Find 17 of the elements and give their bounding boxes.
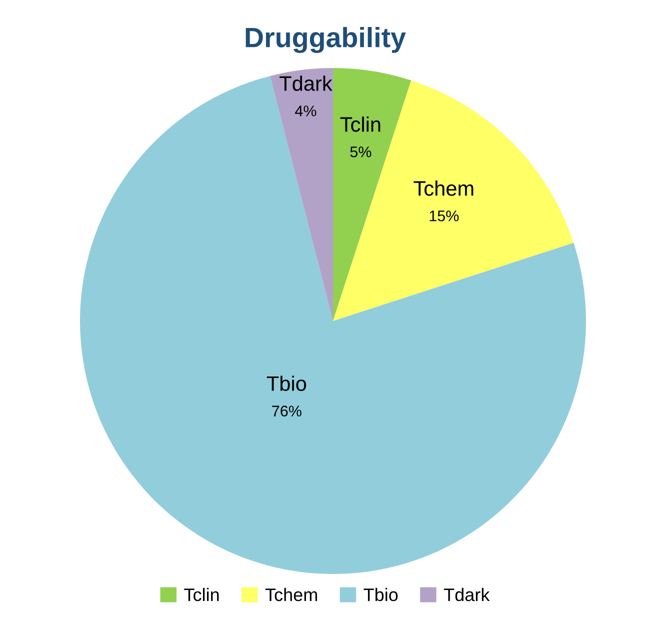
chart-title: Druggability bbox=[246, 26, 406, 54]
pie-slice bbox=[333, 80, 574, 321]
pie-slice bbox=[270, 68, 333, 321]
legend-label: Tclin bbox=[184, 588, 219, 602]
slice-label: Tdark bbox=[280, 76, 332, 91]
slice-label: Tchem bbox=[414, 180, 474, 196]
pie-slice bbox=[333, 68, 412, 321]
data-label: 15% bbox=[430, 210, 459, 222]
legend-label: Tdark bbox=[444, 588, 490, 602]
pie-slice bbox=[80, 76, 586, 574]
slice-label: Tbio bbox=[266, 376, 306, 392]
legend-label: Tbio bbox=[364, 588, 398, 602]
legend-label: Tchem bbox=[265, 588, 317, 602]
slice-label: Tclin bbox=[340, 116, 380, 132]
data-label: 4% bbox=[295, 106, 316, 116]
data-label: 76% bbox=[272, 406, 302, 416]
data-label: 5% bbox=[350, 146, 372, 158]
